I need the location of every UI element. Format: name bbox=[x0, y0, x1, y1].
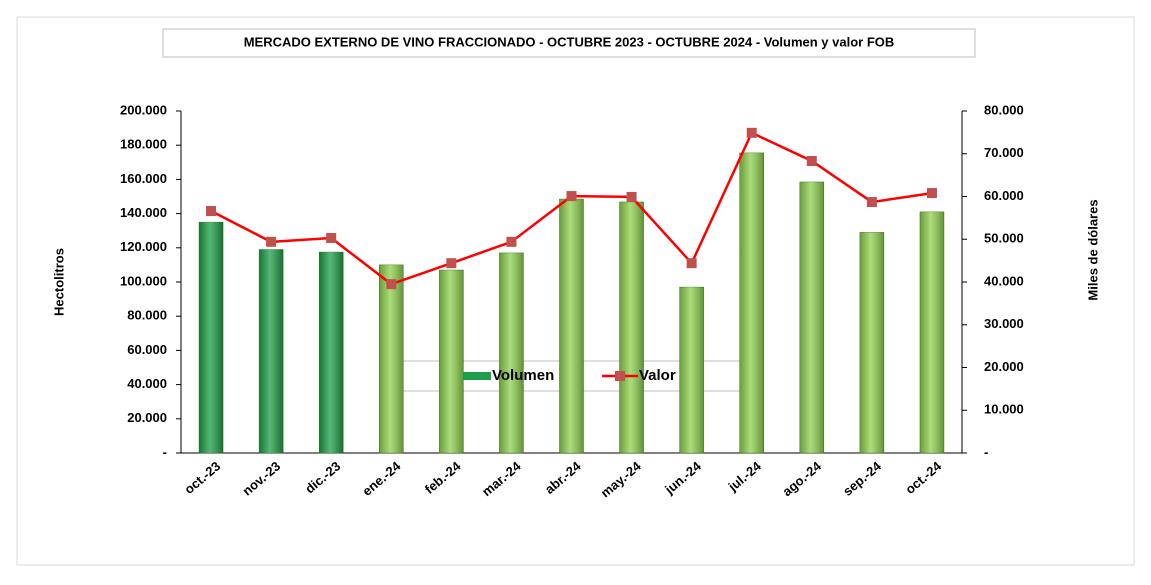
y-tick-label: 60.000 bbox=[127, 342, 167, 357]
marker bbox=[926, 188, 937, 199]
marker bbox=[866, 197, 877, 208]
bar-shine bbox=[799, 181, 824, 453]
marker bbox=[746, 127, 757, 138]
legend-label: Valor bbox=[639, 367, 676, 384]
y2-tick-label: 80.000 bbox=[984, 102, 1024, 117]
bar-shine bbox=[619, 201, 644, 453]
marker bbox=[266, 236, 277, 247]
y-tick-label: 160.000 bbox=[120, 171, 167, 186]
y-tick-label: 140.000 bbox=[120, 205, 167, 220]
y2-tick-label: 40.000 bbox=[984, 273, 1024, 288]
y2-axis-title: Miles de dólares bbox=[1085, 199, 1100, 300]
y-tick-label: 80.000 bbox=[127, 308, 167, 323]
marker bbox=[566, 191, 577, 202]
y-tick-label: 20.000 bbox=[127, 410, 167, 425]
y2-tick-label: 70.000 bbox=[984, 145, 1024, 160]
y-tick-label: 120.000 bbox=[120, 239, 167, 254]
marker bbox=[626, 191, 637, 202]
bar-shine bbox=[499, 252, 524, 453]
marker bbox=[686, 258, 697, 269]
bar-shine bbox=[859, 232, 884, 453]
marker bbox=[206, 206, 217, 217]
bar-shine bbox=[199, 222, 224, 453]
y-axis-title: Hectolitros bbox=[51, 248, 66, 316]
y2-tick-label: 60.000 bbox=[984, 188, 1024, 203]
y2-tick-label: - bbox=[984, 444, 988, 459]
bar-shine bbox=[439, 270, 464, 453]
marker bbox=[806, 156, 817, 167]
bar-shine bbox=[739, 152, 764, 453]
y-tick-label: 40.000 bbox=[127, 376, 167, 391]
bar-shine bbox=[679, 287, 704, 453]
marker bbox=[506, 236, 517, 247]
y2-tick-label: 50.000 bbox=[984, 231, 1024, 246]
y-tick-label: 100.000 bbox=[120, 273, 167, 288]
y2-tick-label: 30.000 bbox=[984, 316, 1024, 331]
bar-shine bbox=[559, 199, 584, 453]
bar-shine bbox=[259, 249, 284, 453]
bar-shine bbox=[319, 252, 344, 453]
marker bbox=[386, 279, 397, 290]
y-tick-label: - bbox=[163, 444, 167, 459]
chart-title: MERCADO EXTERNO DE VINO FRACCIONADO - OC… bbox=[244, 34, 895, 49]
marker bbox=[326, 232, 337, 243]
y-tick-label: 180.000 bbox=[120, 137, 167, 152]
legend-swatch bbox=[463, 372, 491, 380]
legend-marker bbox=[615, 371, 625, 381]
legend-label: Volumen bbox=[492, 367, 554, 384]
y-tick-label: 200.000 bbox=[120, 102, 167, 117]
marker bbox=[446, 258, 457, 269]
title-box bbox=[162, 28, 976, 58]
y2-tick-label: 10.000 bbox=[984, 402, 1024, 417]
y2-tick-label: 20.000 bbox=[984, 359, 1024, 374]
bar-shine bbox=[919, 211, 944, 453]
bar-shine bbox=[379, 264, 404, 453]
